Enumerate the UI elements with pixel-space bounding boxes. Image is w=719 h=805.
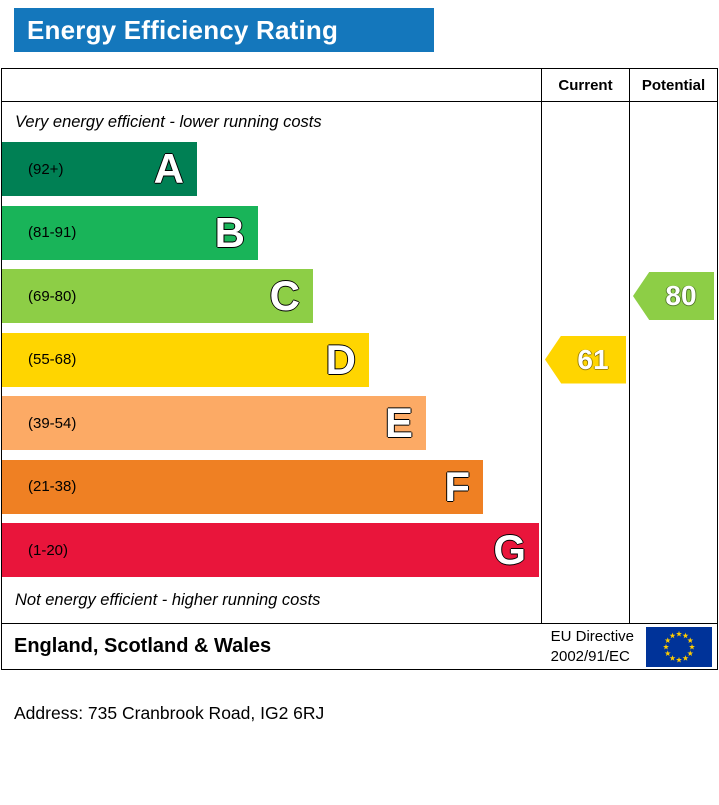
eu-directive-line2: 2002/91/EC <box>550 647 630 665</box>
table-header-row: Current Potential <box>2 69 717 102</box>
band-bar-f: (21-38) F <box>2 459 483 514</box>
chart-area: Very energy efficient - lower running co… <box>2 102 541 623</box>
band-row-a: (92+) A <box>2 142 541 196</box>
band-letter: G <box>493 526 526 573</box>
rating-table: Current Potential Very energy efficient … <box>1 68 718 670</box>
bottom-caption: Not energy efficient - higher running co… <box>15 591 321 609</box>
band-bar-e: (39-54) E <box>2 396 426 450</box>
band-bar-a: (92+) A <box>2 142 197 196</box>
rating-bands: (92+) A (81-91) B (69-80) C (55-68) D (39-54) E (2… <box>2 142 541 577</box>
footer-bar: England, Scotland & Wales EU Directive 2… <box>2 623 717 669</box>
eu-directive-line1: EU Directive <box>550 628 634 645</box>
band-range-label: (39-54) <box>28 414 77 432</box>
band-bar-d: (55-68) D <box>2 332 369 387</box>
table-body: Very energy efficient - lower running co… <box>2 102 717 623</box>
band-letter: A <box>153 145 184 192</box>
band-range-label: (1-20) <box>28 541 69 559</box>
region-label: England, Scotland & Wales <box>14 635 272 657</box>
potential-column-header: Potential <box>629 69 717 101</box>
band-bar-b: (81-91) B <box>2 205 258 260</box>
band-range-label: (81-91) <box>28 224 77 241</box>
chart-header-spacer <box>2 69 541 101</box>
title-bar: Energy Efficiency Rating <box>14 8 434 52</box>
band-letter: B <box>214 208 245 256</box>
band-row-e: (39-54) E <box>2 396 541 450</box>
band-range-label: (69-80) <box>28 287 77 305</box>
band-row-b: (81-91) B <box>2 205 541 260</box>
current-column-header: Current <box>541 69 629 101</box>
band-row-c: (69-80) C <box>2 269 541 323</box>
top-caption: Very energy efficient - lower running co… <box>15 112 322 131</box>
band-letter: F <box>444 462 470 510</box>
band-letter: E <box>384 399 413 446</box>
page-title: Energy Efficiency Rating <box>27 14 339 45</box>
band-row-f: (21-38) F <box>2 459 541 514</box>
potential-rating-arrow: 80 <box>633 272 714 320</box>
potential-column: 80 <box>629 102 717 623</box>
band-range-label: (55-68) <box>28 351 77 368</box>
band-row-g: (1-20) G <box>2 523 541 577</box>
band-range-label: (92+) <box>28 160 64 178</box>
band-range-label: (21-38) <box>28 478 77 495</box>
current-column: 61 <box>541 102 629 623</box>
band-bar-g: (1-20) G <box>2 523 539 577</box>
address-line: Address: 735 Cranbrook Road, IG2 6RJ <box>14 703 325 723</box>
band-letter: D <box>325 335 356 383</box>
eu-directive-label: EU Directive 2002/91/EC <box>551 627 634 666</box>
band-letter: C <box>269 272 300 319</box>
band-row-d: (55-68) D <box>2 332 541 387</box>
eu-flag <box>646 626 712 667</box>
current-rating-arrow: 61 <box>545 335 626 384</box>
band-bar-c: (69-80) C <box>2 269 313 323</box>
